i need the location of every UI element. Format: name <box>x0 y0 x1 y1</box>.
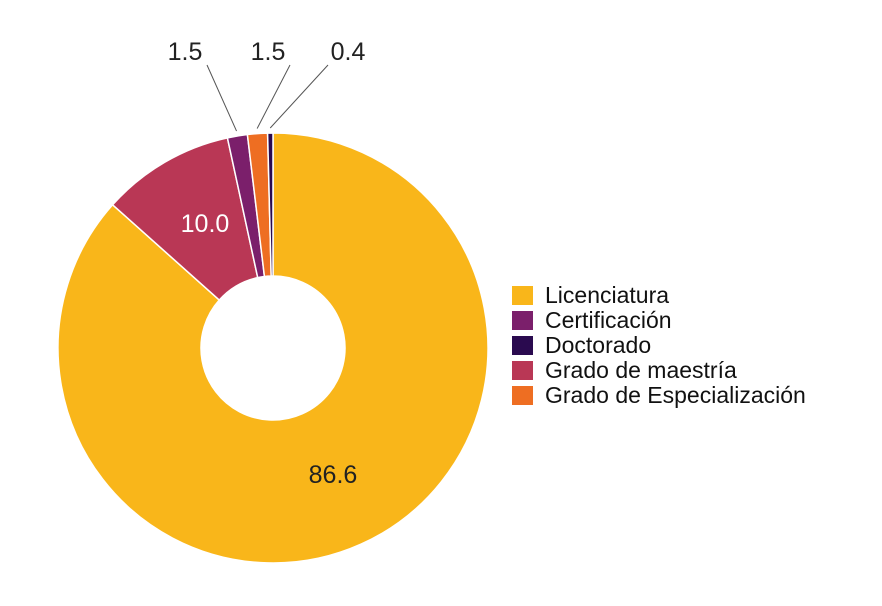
legend-item-certificacion: Certificación <box>512 307 672 333</box>
slice-label-doctorado: 0.4 <box>331 38 366 66</box>
slice-label-grado-de-especializacion: 1.5 <box>251 38 286 66</box>
leader-line-grado-de-especializacion <box>256 64 291 129</box>
legend-swatch-certificacion <box>512 311 533 330</box>
legend-label-grado-de-maestria: Grado de maestría <box>545 357 737 383</box>
legend-swatch-grado-de-especializacion <box>512 386 533 405</box>
legend-label-grado-de-especializacion: Grado de Especialización <box>545 382 806 408</box>
legend-swatch-doctorado <box>512 336 533 355</box>
legend-item-grado-de-especializacion: Grado de Especialización <box>512 382 806 408</box>
slices-group <box>57 132 489 564</box>
leader-lines-group <box>206 64 329 132</box>
legend-swatch-grado-de-maestria <box>512 361 533 380</box>
legend-item-doctorado: Doctorado <box>512 332 651 358</box>
slice-grado-de-maestria <box>111 136 259 302</box>
legend-label-licenciatura: Licenciatura <box>545 282 669 308</box>
legend: LicenciaturaCertificaciónDoctoradoGrado … <box>512 282 806 408</box>
leader-line-doctorado <box>269 64 329 129</box>
legend-item-licenciatura: Licenciatura <box>512 282 669 308</box>
slice-label-certificacion: 1.5 <box>168 38 203 66</box>
slice-label-grado-de-maestria: 10.0 <box>181 210 230 238</box>
legend-label-doctorado: Doctorado <box>545 332 651 358</box>
slice-label-licenciatura: 86.6 <box>309 461 358 489</box>
legend-item-grado-de-maestria: Grado de maestría <box>512 357 737 383</box>
slice-licenciatura <box>57 132 489 564</box>
legend-label-certificacion: Certificación <box>545 307 672 333</box>
slice-labels-group: 86.6 10.0 1.5 1.5 0.4 <box>168 38 366 489</box>
slice-doctorado <box>266 132 274 277</box>
legend-swatch-licenciatura <box>512 286 533 305</box>
leader-line-certificacion <box>206 64 237 132</box>
